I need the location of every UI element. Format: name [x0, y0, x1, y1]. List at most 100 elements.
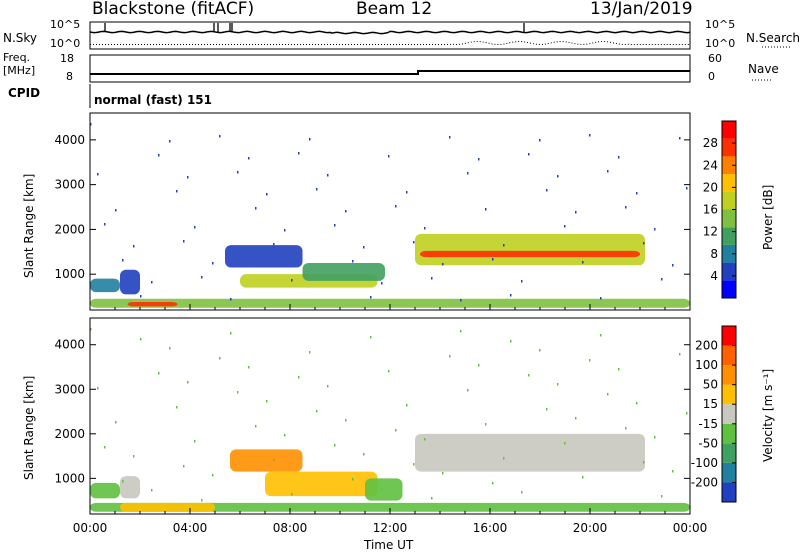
panel-1-cbtick-label-3: 15 — [703, 397, 718, 411]
panel-0-speckle-55 — [625, 206, 627, 209]
panel-1-speckle-26 — [212, 474, 214, 477]
panel-0-speckle-5 — [575, 211, 577, 214]
panel-1-colorbar-seg-4 — [722, 404, 736, 424]
nsearch-label: N.Search — [746, 31, 800, 45]
panel-1-speckle-10 — [460, 330, 462, 333]
panel-1-speckle-52 — [334, 444, 336, 447]
panel-1-speckle-50 — [140, 338, 142, 341]
panel-1-speckle-8 — [266, 400, 268, 403]
panel-1-speckle-36 — [582, 476, 584, 479]
panel-1-speckle-38 — [176, 406, 178, 409]
panel-0-echo-7 — [420, 250, 640, 258]
xtick-label-2: 08:00 — [273, 521, 308, 535]
panel-1-speckle-12 — [654, 436, 656, 439]
panel-1-colorbar-seg-1 — [722, 462, 736, 483]
panel-1-speckle-31 — [97, 387, 99, 390]
panel-0-speckle-14 — [248, 157, 250, 160]
xtick-label-1: 04:00 — [173, 521, 208, 535]
panel-1-speckle-53 — [431, 497, 433, 500]
panel-0-speckle-35 — [485, 208, 487, 211]
panel-1-speckle-22 — [424, 438, 426, 441]
panel-0-colorbar-seg-6 — [722, 174, 736, 192]
panel-1-echo-0 — [90, 502, 690, 512]
panel-1-cbtick-label-2: 50 — [703, 378, 718, 392]
panel-0-speckle-58 — [316, 188, 318, 191]
panel-0-speckle-30 — [600, 297, 602, 300]
panel-0-speckle-38 — [176, 190, 178, 193]
panel-0-speckle-28 — [406, 191, 408, 194]
panel-1-speckle-24 — [618, 368, 620, 371]
panel-1-speckle-57 — [219, 357, 221, 360]
panel-1-speckle-30 — [600, 334, 602, 337]
panel-0-speckle-61 — [607, 170, 609, 173]
panel-0-speckle-36 — [582, 261, 584, 264]
nsearch-series-line — [90, 41, 690, 46]
panel-0-ytick-label-1: 2000 — [54, 222, 85, 236]
panel-1-cbtick-label-6: -100 — [691, 456, 718, 470]
cpid-text: normal (fast) 151 — [94, 93, 212, 107]
panel-0-speckle-66 — [492, 258, 494, 261]
freq-tick-top: 18 — [60, 52, 74, 65]
nsky-series-line — [89, 30, 691, 35]
freq-series-line — [90, 70, 690, 75]
panel-0-speckle-65 — [395, 205, 397, 208]
nsky-tick-bottom: 10^0 — [50, 37, 81, 50]
panel-0-speckle-31 — [97, 173, 99, 176]
panel-1-cbtick-label-7: -200 — [691, 475, 718, 489]
panel-0-speckle-42 — [564, 225, 566, 228]
panel-1-speckle-62 — [104, 446, 106, 449]
panel-0-speckle-2 — [284, 229, 286, 232]
panel-0-speckle-46 — [352, 260, 354, 263]
nsky-panel-frame — [89, 21, 691, 50]
panel-0-speckle-39 — [273, 243, 275, 246]
panel-0-colorbar-seg-8 — [722, 138, 736, 157]
panel-0-speckle-17 — [539, 139, 541, 142]
panel-0-speckle-25 — [115, 209, 117, 212]
panel-1-speckle-32 — [194, 440, 196, 443]
nsearch-tick-bottom: 10^0 — [705, 37, 736, 50]
panel-0-speckle-49 — [643, 242, 645, 245]
panel-1-cbtick-label-1: 100 — [695, 358, 718, 372]
panel-0-speckle-9 — [363, 246, 365, 249]
panel-0-speckle-52 — [334, 224, 336, 227]
panel-1-echo-7 — [415, 433, 645, 472]
panel-0-colorbar-seg-3 — [722, 227, 736, 245]
panel-0-cbtick-label-4: 12 — [703, 225, 718, 239]
panel-1-colorbar-seg-7 — [722, 345, 736, 366]
panel-0-speckle-45 — [255, 207, 257, 210]
panel-1-echo-3 — [120, 502, 215, 512]
panel-1-speckle-64 — [298, 376, 300, 379]
panel-1-speckle-20 — [230, 332, 232, 335]
panel-0-ytick-label-3: 4000 — [54, 133, 85, 147]
panel-0-speckle-21 — [327, 174, 329, 177]
panel-0-echo-3 — [225, 245, 303, 268]
panel-1-colorbar-seg-5 — [722, 384, 736, 405]
panel-1-speckle-68 — [686, 412, 688, 415]
panel-0-speckle-68 — [686, 187, 688, 190]
nave-label: Nave — [748, 62, 779, 76]
panel-0-speckle-6 — [672, 264, 674, 267]
panel-1-speckle-14 — [248, 366, 250, 369]
panel-0-colorbar-seg-5 — [722, 191, 736, 210]
panel-1-speckle-67 — [589, 359, 591, 362]
freq-tick-bottom: 8 — [66, 70, 73, 83]
panel-0-speckle-53 — [431, 277, 433, 280]
nave-tick-top: 60 — [708, 52, 722, 65]
panel-0-speckle-10 — [460, 299, 462, 302]
cpid-label: CPID — [8, 86, 41, 100]
panel-0-ytick-label-0: 1000 — [54, 267, 85, 281]
panel-0-echo-1 — [90, 278, 120, 293]
panel-1-speckle-56 — [122, 480, 124, 483]
panel-1-speckle-44 — [158, 372, 160, 375]
panel-0-speckle-63 — [201, 276, 203, 279]
panel-1-colorbar-seg-8 — [722, 326, 736, 346]
panel-1-speckle-19 — [133, 455, 135, 458]
panel-1-speckle-39 — [273, 459, 275, 462]
panel-1-speckle-35 — [485, 423, 487, 426]
panel-0-echo-8 — [127, 301, 178, 307]
panel-1-speckle-15 — [345, 419, 347, 422]
panel-1-speckle-55 — [625, 427, 627, 430]
panel-1-speckle-59 — [413, 463, 415, 466]
panel-0-speckle-29 — [503, 244, 505, 247]
